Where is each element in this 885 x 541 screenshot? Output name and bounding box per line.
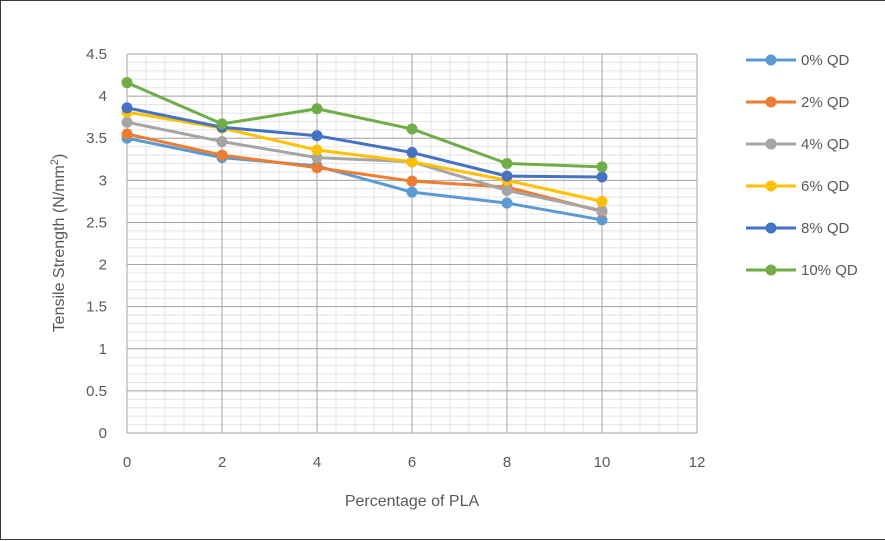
- data-point: [406, 156, 418, 168]
- data-point: [216, 118, 228, 130]
- series-line: [126, 106, 603, 179]
- series-layer: [121, 77, 608, 226]
- x-tick-label: 8: [503, 454, 511, 471]
- data-point: [501, 157, 513, 169]
- legend-item: 2% QD: [746, 94, 850, 111]
- data-point: [311, 103, 323, 115]
- legend-label: 0% QD: [801, 52, 850, 69]
- x-tick-label: 6: [408, 454, 416, 471]
- data-point: [406, 147, 418, 159]
- legend-item: 6% QD: [746, 178, 850, 195]
- series-8qd: [121, 102, 608, 183]
- legend-marker: [765, 54, 777, 66]
- x-tick-label: 4: [313, 454, 321, 471]
- data-point: [596, 171, 608, 183]
- data-point: [311, 162, 323, 174]
- legend-item: 10% QD: [746, 262, 858, 279]
- legend: 0% QD 2% QD 4% QD 6% QD 8% QD 10% QD: [746, 52, 858, 279]
- series-line: [126, 110, 603, 203]
- series-10qd: [121, 77, 608, 173]
- data-point: [121, 102, 133, 114]
- x-tick-label: 0: [123, 454, 131, 471]
- x-axis-title: Percentage of PLA: [345, 493, 480, 510]
- legend-marker: [765, 222, 777, 234]
- legend-marker: [765, 96, 777, 108]
- y-axis-title-sup: 2: [49, 159, 61, 165]
- data-point: [121, 116, 133, 128]
- data-point: [596, 195, 608, 207]
- series-line: [126, 132, 603, 213]
- y-axis-title-main: Tensile Strength (N/mm: [51, 165, 68, 332]
- legend-item: 8% QD: [746, 220, 850, 237]
- x-axis-ticks: 0 2 4 6 8 10 12: [123, 454, 706, 471]
- x-tick-label: 10: [594, 454, 611, 471]
- legend-marker: [765, 264, 777, 276]
- legend-item: 0% QD: [746, 52, 850, 69]
- data-point: [501, 184, 513, 196]
- data-point: [501, 170, 513, 182]
- y-tick-label: 3: [99, 172, 107, 189]
- data-point: [406, 175, 418, 187]
- legend-label: 6% QD: [801, 178, 850, 195]
- x-tick-label: 2: [218, 454, 226, 471]
- data-point: [406, 123, 418, 135]
- y-tick-label: 3.5: [86, 130, 107, 147]
- y-tick-label: 2.5: [86, 214, 107, 231]
- data-point: [596, 161, 608, 173]
- y-tick-label: 4: [99, 88, 107, 105]
- legend-marker: [765, 180, 777, 192]
- data-point: [311, 152, 323, 164]
- data-point: [406, 186, 418, 198]
- data-point: [596, 214, 608, 226]
- x-tick-label: 12: [689, 454, 706, 471]
- series-line: [126, 81, 603, 169]
- series-line: [126, 120, 603, 213]
- y-tick-label: 0.5: [86, 383, 107, 400]
- data-point: [311, 144, 323, 156]
- y-tick-label: 1.5: [86, 299, 107, 316]
- legend-label: 2% QD: [801, 94, 850, 111]
- legend-label: 4% QD: [801, 136, 850, 153]
- series-2qd: [121, 128, 608, 217]
- legend-label: 10% QD: [801, 262, 858, 279]
- series-4qd: [121, 116, 608, 217]
- data-point: [216, 136, 228, 148]
- y-axis-ticks: 0 0.5 1 1.5 2 2.5 3 3.5 4 4.5: [86, 46, 107, 442]
- y-axis-title: Tensile Strength (N/mm2): [49, 154, 68, 333]
- data-point: [121, 77, 133, 89]
- legend-label: 8% QD: [801, 220, 850, 237]
- data-point: [121, 128, 133, 140]
- data-point: [216, 149, 228, 161]
- y-tick-label: 0: [99, 425, 107, 442]
- legend-item: 4% QD: [746, 136, 850, 153]
- major-gridlines: [126, 53, 698, 434]
- legend-marker: [765, 138, 777, 150]
- data-point: [501, 197, 513, 209]
- y-tick-label: 4.5: [86, 46, 107, 63]
- data-point: [311, 130, 323, 142]
- y-tick-label: 2: [99, 257, 107, 274]
- series-line: [126, 136, 603, 222]
- y-axis-title-tail: ): [51, 154, 68, 159]
- data-point: [596, 205, 608, 217]
- y-tick-label: 1: [99, 341, 107, 358]
